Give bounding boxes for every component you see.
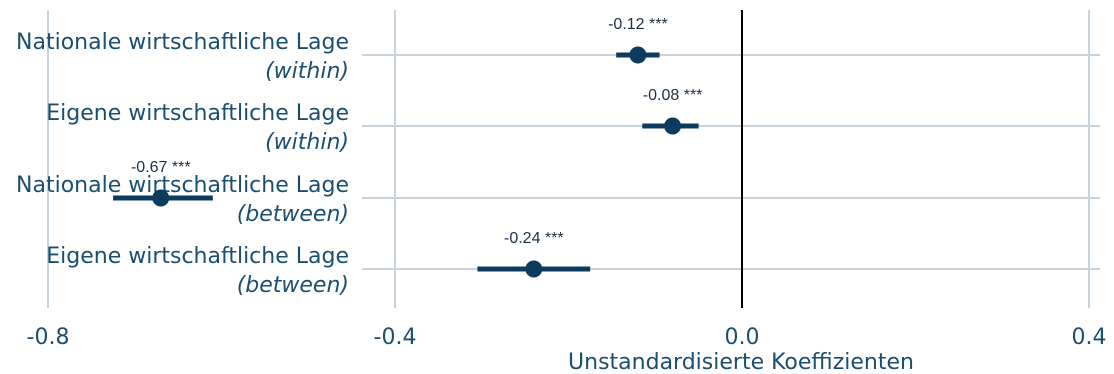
x-axis-title: Unstandardisierte Koeffizienten — [568, 350, 914, 374]
vertical-gridlines — [47, 10, 1090, 308]
x-tick-label: -0.8 — [27, 325, 70, 350]
data-labels: -0.12 *** -0.08 *** -0.67 *** -0.24 *** — [131, 16, 702, 247]
coefficient-point — [152, 189, 170, 207]
coefficient-point — [525, 260, 543, 278]
x-tick-label: 0.4 — [1072, 325, 1107, 350]
x-tick-label: 0.0 — [725, 325, 760, 350]
y-axis-labels: Nationale wirtschaftliche Lage (within) Ei… — [16, 30, 349, 298]
y-sublabel: (within) — [265, 130, 349, 155]
y-label: Eigene wirtschaftliche Lage — [46, 101, 349, 126]
data-label: -0.67 *** — [131, 159, 191, 176]
confidence-intervals — [113, 52, 699, 272]
data-label: -0.08 *** — [643, 87, 703, 104]
coefficient-point — [629, 46, 647, 64]
y-label: Nationale wirtschaftliche Lage — [16, 30, 349, 55]
y-sublabel: (between) — [237, 273, 349, 298]
y-sublabel: (within) — [265, 59, 349, 84]
y-label: Eigene wirtschaftliche Lage — [46, 244, 349, 269]
coefficient-points — [152, 46, 682, 278]
horizontal-gridlines — [362, 54, 1100, 270]
x-axis-ticks: -0.8-0.40.00.40.8 — [27, 325, 1107, 350]
y-label: Nationale wirtschaftliche Lage — [16, 173, 349, 198]
data-label: -0.12 *** — [608, 16, 668, 33]
x-tick-label: -0.4 — [374, 325, 417, 350]
coefficient-point — [664, 117, 682, 135]
data-label: -0.24 *** — [504, 230, 564, 247]
y-sublabel: (between) — [237, 202, 349, 227]
